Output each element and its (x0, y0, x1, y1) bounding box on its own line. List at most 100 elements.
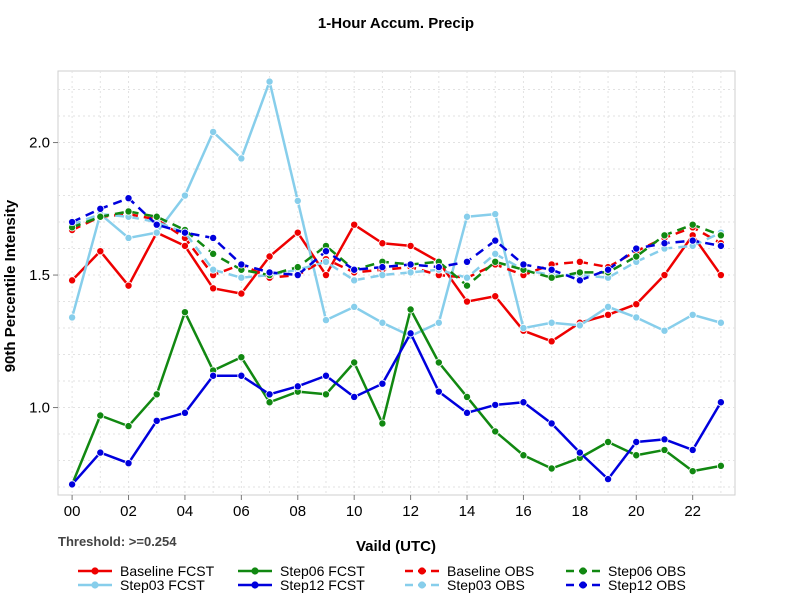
x-tick-label: 10 (346, 503, 363, 520)
data-point (463, 212, 472, 221)
data-point (124, 281, 133, 290)
data-point (293, 382, 302, 391)
data-point (68, 218, 77, 227)
data-point (180, 408, 189, 417)
data-point (152, 416, 161, 425)
data-point (632, 244, 641, 253)
data-point (519, 260, 528, 269)
legend-item: Baseline OBS (405, 563, 534, 579)
data-point (688, 445, 697, 454)
data-point (632, 313, 641, 322)
series-step12-fcst (68, 329, 725, 489)
data-point (68, 313, 77, 322)
data-point (265, 77, 274, 86)
legend-item: Step06 OBS (566, 563, 686, 579)
data-point (547, 419, 556, 428)
data-point (378, 239, 387, 248)
data-point (124, 459, 133, 468)
data-point (96, 212, 105, 221)
data-point (209, 265, 218, 274)
data-point (463, 408, 472, 417)
data-point (434, 263, 443, 272)
data-point (491, 400, 500, 409)
x-tick-label: 04 (177, 503, 194, 520)
data-point (293, 196, 302, 205)
legend-item: Step03 OBS (405, 577, 525, 593)
y-tick-label: 1.5 (29, 267, 50, 284)
data-point (152, 228, 161, 237)
data-point (378, 318, 387, 327)
legend-label: Step06 FCST (280, 563, 365, 579)
series-step12-obs (68, 194, 725, 285)
plot-area (57, 70, 736, 496)
data-point (237, 260, 246, 269)
data-point (716, 318, 725, 327)
legend-marker (579, 581, 587, 589)
data-point (96, 204, 105, 213)
data-point (265, 252, 274, 261)
data-point (688, 467, 697, 476)
legend-label: Baseline OBS (447, 563, 534, 579)
data-point (293, 263, 302, 272)
data-point (434, 318, 443, 327)
data-point (463, 281, 472, 290)
data-point (209, 233, 218, 242)
data-point (350, 265, 359, 274)
data-point (575, 448, 584, 457)
series-line (71, 210, 722, 287)
data-point (463, 257, 472, 266)
data-point (378, 419, 387, 428)
data-point (604, 475, 613, 484)
data-point (209, 284, 218, 293)
series-step06-fcst (68, 305, 725, 489)
data-point (378, 379, 387, 388)
legend-marker (251, 581, 259, 589)
data-point (350, 358, 359, 367)
data-point (547, 265, 556, 274)
data-point (96, 411, 105, 420)
legend-label: Step12 OBS (608, 577, 686, 593)
series-line (70, 80, 722, 338)
x-tick-label: 18 (572, 503, 589, 520)
x-tick-label: 22 (684, 503, 701, 520)
data-point (68, 276, 77, 285)
x-tick-label: 00 (64, 503, 81, 520)
data-point (293, 271, 302, 280)
data-point (350, 276, 359, 285)
data-point (209, 127, 218, 136)
data-point (688, 220, 697, 229)
data-point (152, 212, 161, 221)
data-point (575, 276, 584, 285)
data-point (716, 241, 725, 250)
data-point (491, 236, 500, 245)
data-point (716, 461, 725, 470)
data-point (350, 302, 359, 311)
data-point (660, 326, 669, 335)
data-point (491, 292, 500, 301)
data-point (180, 228, 189, 237)
data-point (716, 231, 725, 240)
series-line (71, 332, 722, 486)
legend-item: Step12 FCST (238, 577, 365, 593)
legend-marker (418, 581, 426, 589)
series-line (71, 212, 722, 282)
data-point (491, 249, 500, 258)
series-line (70, 308, 722, 485)
y-tick-label: 2.0 (29, 135, 50, 152)
data-point (491, 427, 500, 436)
data-point (378, 271, 387, 280)
threshold-annotation: Threshold: >=0.254 (58, 534, 177, 549)
data-point (237, 353, 246, 362)
data-point (237, 273, 246, 282)
data-point (321, 247, 330, 256)
data-point (463, 273, 472, 282)
data-point (660, 231, 669, 240)
data-point (406, 260, 415, 269)
data-point (491, 210, 500, 219)
data-point (180, 191, 189, 200)
data-point (547, 464, 556, 473)
y-axis-label: 90th Percentile Intensity (2, 199, 19, 372)
data-point (265, 398, 274, 407)
